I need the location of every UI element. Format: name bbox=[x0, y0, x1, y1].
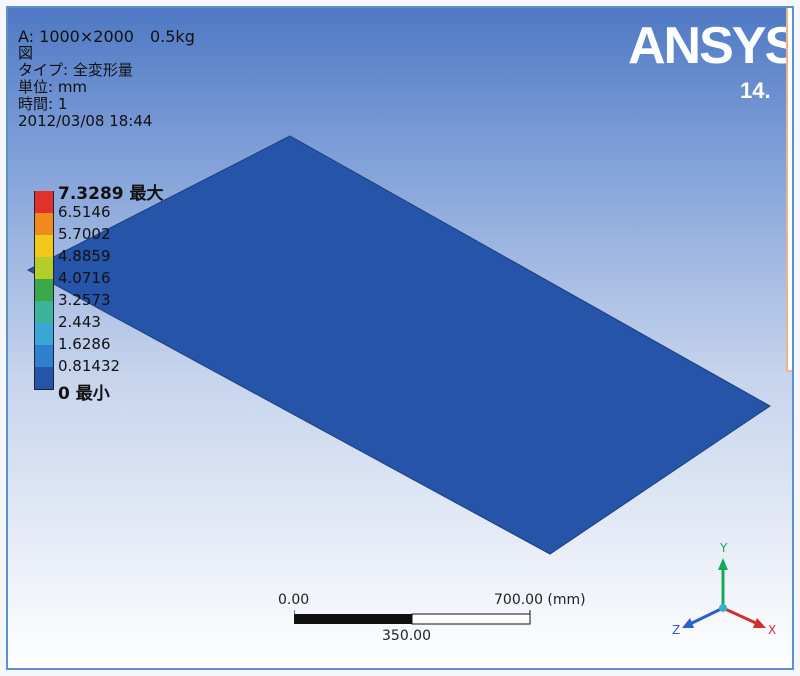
axis-y-label: Y bbox=[719, 541, 728, 555]
plate-outline bbox=[26, 135, 771, 555]
legend-value-8: 0.81432 bbox=[58, 357, 121, 375]
legend-swatch-2 bbox=[34, 213, 54, 235]
legend-swatch-1 bbox=[34, 191, 54, 213]
legend-value-7: 1.6286 bbox=[58, 335, 111, 353]
legend-value-3: 4.8859 bbox=[58, 247, 111, 265]
scale-right-label: 700.00 (mm) bbox=[494, 592, 586, 608]
axis-x-label: X bbox=[768, 623, 776, 637]
result-type: タイプ: 全変形量 bbox=[18, 61, 133, 79]
scale-bar-graphic bbox=[294, 610, 531, 625]
ansys-logo: ANSYS bbox=[628, 17, 794, 75]
legend-min-label: 0 最小 bbox=[58, 384, 110, 404]
secondary-viewport-panel[interactable] bbox=[786, 8, 792, 372]
legend-value-4: 4.0716 bbox=[58, 269, 111, 287]
legend-swatch-5 bbox=[34, 279, 54, 301]
legend-swatch-7 bbox=[34, 323, 54, 345]
ansys-version: 14. bbox=[740, 78, 771, 103]
legend-swatch-6 bbox=[34, 301, 54, 323]
legend-swatch-4 bbox=[34, 257, 54, 279]
result-time: 時間: 1 bbox=[18, 95, 68, 113]
viewport[interactable]: A: 1000×2000 0.5kg 図 タイプ: 全変形量 単位: mm 時間… bbox=[6, 6, 794, 670]
legend-value-5: 3.2573 bbox=[58, 291, 111, 309]
legend-max-label: 7.3289 最大 bbox=[58, 184, 164, 204]
legend-swatch-9 bbox=[34, 367, 54, 390]
legend-swatch-8 bbox=[34, 345, 54, 367]
result-unit: 単位: mm bbox=[18, 78, 88, 96]
legend-value-2: 5.7002 bbox=[58, 225, 111, 243]
axis-z-label: Z bbox=[672, 623, 680, 637]
result-timestamp: 2012/03/08 18:44 bbox=[18, 112, 153, 130]
legend-swatch-3 bbox=[34, 235, 54, 257]
legend-value-6: 2.443 bbox=[58, 313, 101, 331]
scale-left-label: 0.00 bbox=[278, 592, 310, 608]
scale-middle-label: 350.00 bbox=[382, 628, 431, 644]
result-figure-label: 図 bbox=[18, 44, 34, 62]
coordinate-triad[interactable]: Y X Z bbox=[668, 538, 778, 648]
legend-value-1: 6.5146 bbox=[58, 203, 111, 221]
result-title: A: 1000×2000 0.5kg bbox=[18, 27, 195, 46]
result-info: A: 1000×2000 0.5kg 図 タイプ: 全変形量 単位: mm 時間… bbox=[18, 28, 195, 130]
contour-plot[interactable] bbox=[8, 8, 794, 670]
